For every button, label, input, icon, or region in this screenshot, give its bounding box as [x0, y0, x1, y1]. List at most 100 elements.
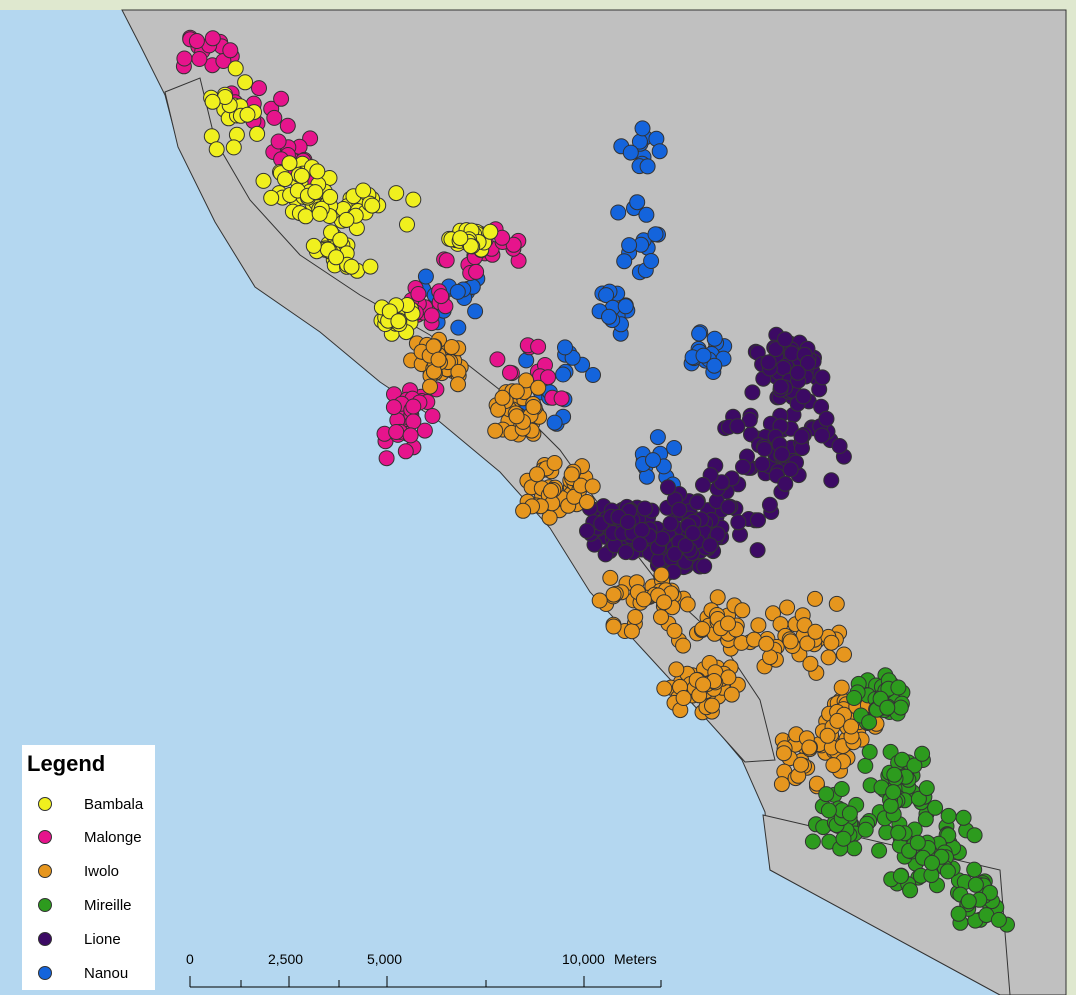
- malonge-point: [378, 450, 395, 467]
- nanou-point: [645, 452, 661, 469]
- lione-point: [789, 364, 806, 381]
- lione-point: [744, 384, 761, 401]
- lione-point: [671, 501, 688, 518]
- mireille-point: [955, 809, 972, 826]
- iwolo-point: [653, 609, 669, 626]
- scale-unit: Meters: [614, 951, 657, 967]
- legend-label: Bambala: [84, 795, 144, 813]
- bambala-point: [237, 74, 254, 91]
- iwolo-point: [833, 679, 850, 696]
- iwolo-point: [819, 727, 836, 744]
- malonge-point: [424, 408, 441, 424]
- iwolo-point: [808, 775, 825, 792]
- mireille-point: [833, 781, 850, 797]
- bambala-swatch-icon: [38, 797, 52, 811]
- lione-point: [662, 515, 679, 532]
- iwolo-point: [704, 697, 720, 714]
- iwolo-point: [635, 591, 652, 608]
- nanou-point: [649, 429, 666, 446]
- mireille-point: [914, 745, 931, 762]
- malonge-point: [405, 413, 422, 430]
- malonge-point: [266, 109, 283, 126]
- legend-item-nanou: Nanou: [38, 963, 128, 983]
- lione-swatch-icon: [38, 932, 52, 946]
- lione-point: [818, 410, 835, 427]
- mireille-point: [861, 714, 878, 731]
- nanou-point: [706, 330, 723, 347]
- malonge-point: [410, 286, 427, 302]
- lione-point: [795, 388, 812, 405]
- lione-point: [684, 525, 701, 542]
- points-layer: [175, 29, 1015, 933]
- mireille-point: [910, 790, 927, 807]
- bambala-point: [364, 197, 381, 214]
- lione-point: [619, 514, 636, 530]
- iwolo-point: [829, 712, 846, 729]
- legend: Legend Bambala Malonge Iwolo Mireille Li…: [22, 745, 155, 990]
- lione-point: [814, 427, 830, 444]
- nanou-point: [585, 367, 601, 383]
- lione-point: [579, 522, 595, 539]
- iwolo-point: [546, 455, 563, 471]
- iwolo-point: [820, 649, 837, 666]
- bambala-point: [399, 216, 415, 233]
- iwolo-point: [450, 376, 466, 393]
- malonge-point: [397, 443, 414, 460]
- iwolo-point: [723, 686, 740, 703]
- nanou-point: [557, 339, 573, 356]
- bambala-point: [462, 238, 479, 255]
- lione-point: [695, 476, 711, 493]
- legend-item-malonge: Malonge: [38, 827, 142, 847]
- nanou-point: [638, 206, 655, 223]
- iwolo-point: [823, 634, 840, 651]
- lione-point: [735, 458, 751, 475]
- mireille-point: [892, 699, 909, 716]
- iwolo-point: [525, 399, 542, 415]
- iwolo-point: [675, 690, 692, 706]
- bambala-point: [263, 189, 280, 206]
- nanou-point: [695, 347, 712, 364]
- lione-point: [633, 522, 650, 538]
- bambala-point: [482, 223, 499, 240]
- mireille-point: [927, 799, 944, 816]
- malonge-point: [540, 369, 556, 386]
- iwolo-point: [807, 623, 824, 640]
- iwolo-point: [627, 609, 644, 625]
- legend-label: Malonge: [84, 828, 142, 846]
- malonge-point: [530, 338, 547, 355]
- iwolo-point: [605, 586, 622, 603]
- malonge-point: [489, 351, 506, 368]
- nanou-point: [555, 366, 572, 383]
- mireille-point: [857, 757, 874, 774]
- iwolo-point: [779, 599, 796, 616]
- iwolo-point: [734, 602, 751, 619]
- bambala-point: [239, 106, 256, 123]
- iwolo-point: [530, 379, 547, 396]
- bambala-point: [390, 313, 407, 330]
- lione-point: [754, 456, 771, 472]
- iwolo-point: [579, 494, 595, 510]
- iwolo-point: [605, 618, 622, 635]
- bambala-point: [332, 231, 349, 248]
- mireille-point: [917, 811, 934, 828]
- mireille-point: [835, 830, 852, 847]
- iwolo-swatch-icon: [38, 864, 52, 878]
- malonge-point: [402, 427, 419, 444]
- malonge-point: [279, 117, 296, 134]
- legend-label: Lione: [84, 930, 121, 948]
- malonge-point: [468, 263, 485, 280]
- mireille-point: [939, 863, 956, 880]
- bambala-point: [255, 172, 272, 189]
- nanou-point: [629, 194, 646, 211]
- iwolo-point: [709, 589, 726, 606]
- iwolo-point: [807, 590, 823, 607]
- mireille-point: [879, 699, 896, 716]
- iwolo-point: [443, 339, 460, 355]
- nanou-point: [706, 357, 723, 374]
- mireille-point: [886, 766, 903, 783]
- malonge-point: [405, 398, 422, 415]
- lione-point: [814, 369, 831, 386]
- lione-point: [636, 500, 653, 517]
